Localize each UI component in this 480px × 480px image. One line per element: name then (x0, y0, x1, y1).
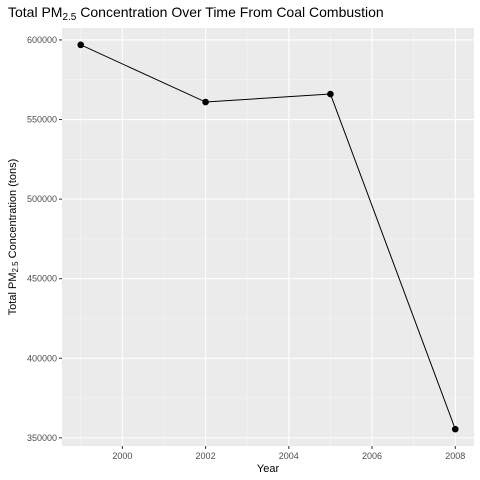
chart-title: Total PM2.5 Concentration Over Time From… (8, 4, 384, 23)
data-point (327, 90, 334, 98)
y-tick-label: 550000 (27, 115, 57, 125)
y-tick-label: 350000 (27, 433, 57, 443)
series-layer (77, 41, 459, 433)
y-tick-label: 600000 (27, 35, 57, 45)
x-tick-label: 2002 (196, 451, 216, 461)
y-tick-label: 450000 (27, 274, 57, 284)
x-tick-label: 2008 (445, 451, 465, 461)
data-point (77, 41, 85, 49)
y-axis-title: Total PM2.5 Concentration (tons) (7, 159, 20, 316)
axis-ticks: 2000 2002 2004 2006 2008 350000 400000 450000 50… (27, 35, 465, 461)
x-tick-label: 2004 (279, 451, 299, 461)
data-point (451, 425, 459, 433)
x-axis-title: Year (257, 463, 280, 475)
y-tick-label: 400000 (27, 353, 57, 363)
x-tick-label: 2006 (362, 451, 382, 461)
data-point (202, 98, 209, 106)
grid-lines (62, 28, 474, 446)
plot-panel (62, 28, 474, 446)
series-line (80, 44, 456, 430)
x-tick-label: 2000 (112, 451, 132, 461)
y-tick-label: 500000 (27, 194, 57, 204)
